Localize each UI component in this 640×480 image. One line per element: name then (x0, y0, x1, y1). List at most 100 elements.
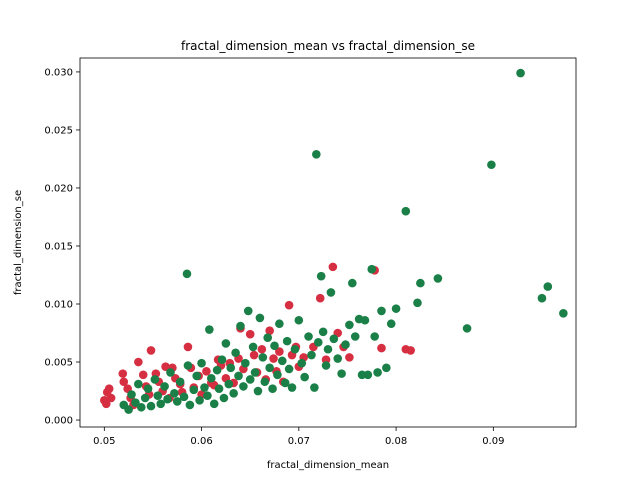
data-point (313, 337, 323, 347)
data-point (328, 262, 338, 272)
series-2 (119, 68, 568, 414)
data-point (245, 329, 255, 339)
data-point (345, 353, 354, 362)
y-tick-label: 0.000 (44, 416, 73, 427)
data-point (304, 332, 313, 341)
data-point (270, 341, 279, 351)
plot-frame (79, 57, 577, 428)
data-point (202, 367, 211, 376)
data-point (182, 269, 192, 279)
data-point (321, 361, 331, 370)
data-point (106, 393, 116, 403)
data-point (205, 325, 214, 334)
data-point (300, 372, 309, 382)
data-point (290, 344, 300, 354)
data-point (257, 344, 267, 354)
data-point (559, 308, 568, 318)
data-point (341, 340, 350, 349)
data-point (350, 332, 360, 341)
data-point (226, 363, 236, 373)
data-point (265, 363, 274, 373)
data-point (360, 315, 370, 325)
data-point (367, 264, 377, 274)
data-point (221, 339, 231, 348)
data-point (297, 358, 307, 368)
y-tick-label: 0.005 (44, 358, 73, 369)
data-point (253, 386, 263, 396)
y-tick-label: 0.030 (44, 67, 73, 78)
data-point (175, 377, 185, 387)
data-point (462, 324, 472, 333)
y-tick-label: 0.015 (44, 241, 73, 252)
data-point (138, 370, 148, 380)
data-point (234, 371, 243, 381)
data-point (391, 304, 401, 313)
data-point (160, 382, 169, 391)
y-tick-label: 0.010 (44, 300, 73, 311)
data-point (263, 333, 273, 342)
data-point (241, 358, 250, 368)
data-point (229, 389, 238, 398)
data-point (280, 378, 290, 388)
x-axis-label: fractal_dimension_mean (267, 460, 389, 471)
data-point (243, 306, 253, 316)
y-axis: 0.000 0.005 0.010 0.015 0.020 0.025 0.030 (44, 67, 80, 427)
data-point (217, 355, 227, 365)
data-point (153, 391, 163, 400)
data-point (345, 320, 354, 330)
data-point (101, 399, 111, 409)
data-point (214, 384, 224, 394)
data-point (537, 293, 547, 303)
data-point (206, 373, 216, 383)
data-point (406, 346, 415, 355)
data-point (219, 393, 229, 403)
data-point (370, 332, 379, 341)
data-point (150, 375, 160, 384)
data-point (127, 390, 136, 399)
data-point (315, 293, 325, 303)
data-point (413, 298, 422, 308)
x-tick-label: 0.05 (93, 436, 115, 447)
data-point (170, 389, 179, 398)
x-tick-label: 0.09 (482, 436, 504, 447)
data-point (195, 396, 204, 405)
data-point (487, 160, 496, 170)
data-point (382, 363, 391, 373)
data-point (337, 369, 346, 378)
data-point (131, 398, 140, 407)
data-point (183, 361, 193, 370)
data-point (273, 370, 282, 380)
data-point (318, 327, 328, 337)
data-point (260, 377, 270, 387)
data-point (269, 354, 278, 363)
data-point (212, 365, 222, 375)
data-point (348, 278, 357, 288)
chart-title: fractal_dimension_mean vs fractal_dimens… (181, 39, 475, 53)
data-point (275, 319, 284, 329)
data-point (118, 369, 128, 378)
x-tick-label: 0.08 (385, 436, 407, 447)
data-point (326, 288, 336, 297)
points-layer (100, 68, 568, 414)
x-tick-label: 0.07 (288, 436, 310, 447)
data-point (433, 274, 443, 283)
data-point (172, 397, 182, 406)
data-point (231, 348, 240, 358)
data-point (134, 357, 143, 367)
data-point (156, 399, 166, 409)
data-point (377, 343, 386, 353)
data-point (265, 326, 274, 335)
data-point (386, 319, 396, 329)
data-point (543, 282, 553, 291)
data-point (166, 368, 175, 377)
data-point (377, 306, 386, 316)
data-point (284, 300, 294, 310)
data-point (363, 370, 373, 380)
data-point (124, 405, 133, 414)
data-point (209, 399, 219, 409)
data-point (143, 384, 153, 394)
data-point (312, 150, 321, 159)
data-point (282, 336, 292, 346)
data-point (310, 383, 319, 392)
data-point (200, 383, 209, 392)
